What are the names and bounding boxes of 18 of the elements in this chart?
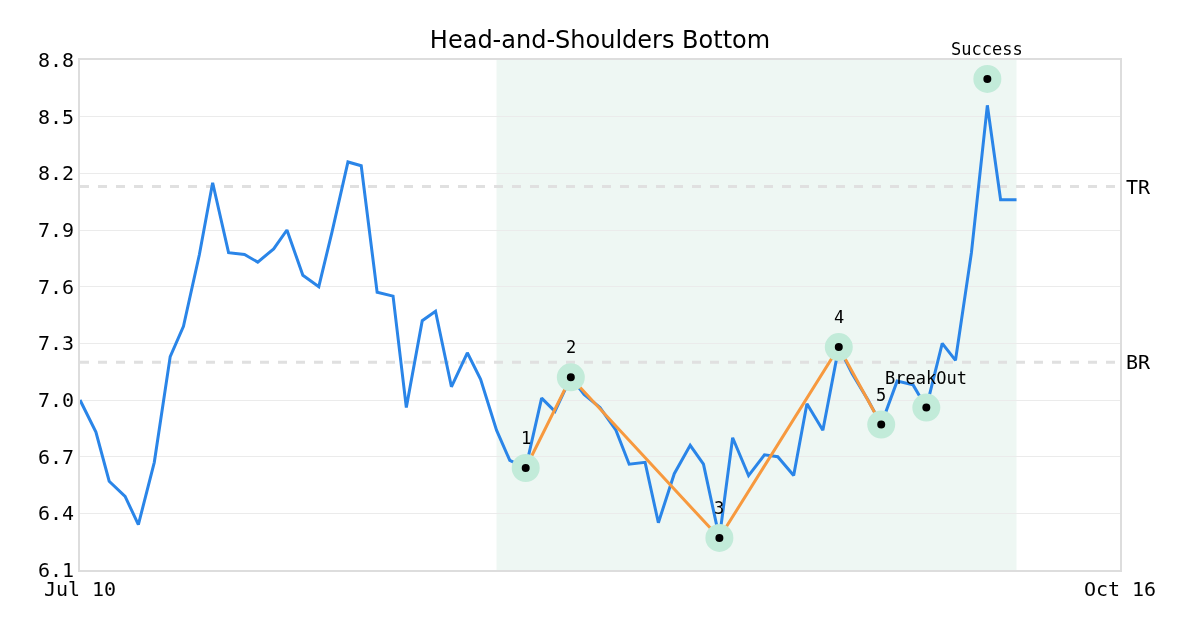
annotation: 5 (876, 385, 887, 405)
chart-title: Head-and-Shoulders Bottom (429, 26, 771, 55)
y-tick-label: 8.5 (37, 104, 74, 129)
annotation: 2 (566, 337, 577, 357)
x-tick-label: Oct 16 (1083, 577, 1157, 601)
y-tick-label: 6.4 (37, 501, 74, 526)
annotation: 4 (834, 307, 845, 327)
y-tick-label: 7.9 (37, 218, 74, 242)
y-tick-label: 8.2 (37, 161, 74, 186)
ref-line-label: TR (1126, 175, 1152, 199)
annotation: 1 (521, 428, 532, 448)
y-tick-label: 7.6 (37, 274, 74, 299)
y-tick-label: 6.7 (37, 444, 74, 469)
annotation: Success (951, 39, 1023, 59)
ref-line-label: BR (1126, 350, 1152, 374)
y-tick-label: 8.8 (37, 48, 74, 72)
y-tick-label: 7.0 (37, 388, 74, 412)
y-tick-label: 7.3 (37, 331, 74, 356)
